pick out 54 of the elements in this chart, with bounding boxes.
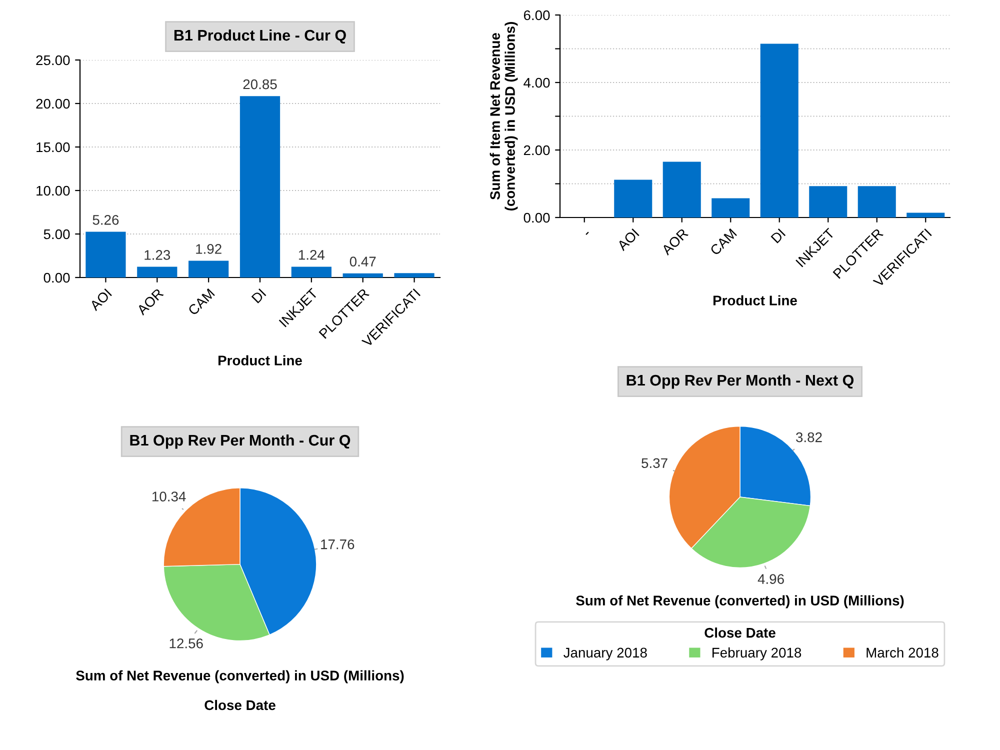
legend-title: Close Date (204, 700, 276, 710)
bar (662, 162, 701, 218)
bar (240, 96, 280, 278)
text: Sum of Net Revenue (converted) in USD (Millions) (76, 670, 404, 684)
data-label: 0.47 (350, 256, 376, 266)
data-label: 1.92 (196, 244, 222, 254)
x-tick-label: AOI (89, 288, 112, 312)
bar (809, 186, 848, 218)
bar (291, 266, 332, 278)
bar (342, 273, 383, 278)
y-tick-label: 5.00 (44, 229, 70, 240)
legend-label: March 2018 (866, 647, 938, 658)
data-label: 5.37 (642, 458, 668, 468)
x-tick-label: DI (770, 228, 786, 244)
x-tick-label: DI (251, 288, 266, 304)
y-tick-label: 25.00 (36, 55, 70, 66)
bar (394, 273, 434, 278)
y-axis-title: Sum of Item Net Revenue (converted) in USD (Millions) (490, 22, 518, 210)
y-tick-label: 10.00 (36, 186, 70, 196)
data-label: 17.76 (321, 539, 354, 550)
y-tick-label: 15.00 (36, 142, 70, 152)
legend-label: February 2018 (712, 647, 802, 660)
y-tick-label: 2.00 (524, 145, 550, 156)
chart-title: B1 Opp Rev Per Month - Cur Q (130, 434, 350, 449)
y-tick-label: 0.00 (524, 212, 550, 223)
y-tick-label: 20.00 (36, 98, 70, 109)
data-label: 5.26 (92, 214, 119, 225)
data-label: 10.34 (152, 492, 186, 502)
legend-label: January 2018 (564, 648, 647, 660)
data-label: 20.85 (243, 79, 277, 90)
data-label: 4.96 (758, 574, 784, 584)
x-tick-label: - (586, 232, 589, 235)
chart-title: B1 Opp Rev Per Month - Next Q (626, 374, 854, 389)
data-label: 1.24 (298, 250, 325, 260)
y-tick-label: 0.00 (44, 272, 70, 283)
y-tick-label: 6.00 (524, 10, 550, 20)
bar (712, 198, 750, 218)
bar (137, 266, 178, 278)
bar (614, 180, 652, 218)
data-label: 1.23 (144, 250, 170, 260)
bar (188, 260, 229, 278)
bar (858, 186, 896, 218)
x-axis-title: Product Line (713, 295, 797, 306)
x-axis-title: Product Line (218, 355, 302, 366)
x-tick-label: AOI (616, 228, 640, 252)
data-label: 3.82 (796, 432, 822, 442)
bar (86, 232, 126, 278)
legend-title: Close Date (704, 628, 776, 638)
bar (760, 44, 798, 218)
y-tick-label: 4.00 (524, 78, 550, 88)
bar (906, 212, 945, 218)
data-label: 12.56 (170, 638, 203, 648)
text: Sum of Net Revenue (converted) in USD (Millions) (576, 595, 904, 608)
chart-title: B1 Product Line - Cur Q (174, 29, 346, 44)
